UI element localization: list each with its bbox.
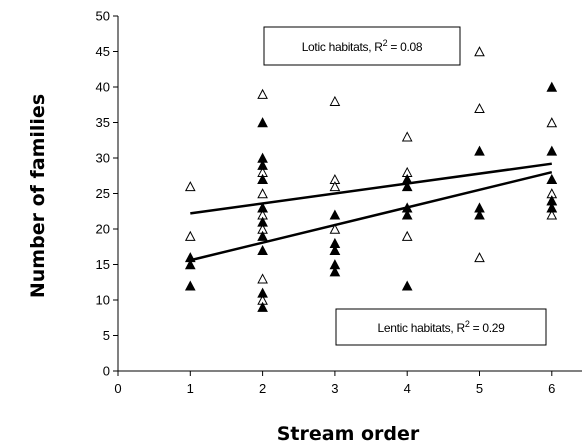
trend-line-lentic [190, 170, 553, 262]
lotic-point [474, 46, 485, 57]
y-tick-label: 30 [96, 151, 110, 166]
lentic-point [401, 209, 413, 220]
x-tick-label: 4 [404, 381, 411, 396]
x-axis-title: Stream order [277, 423, 420, 444]
annotation-lentic-text: Lentic habitats, R2 = 0.29 [378, 319, 506, 335]
lentic-point [257, 173, 268, 185]
lentic-point [474, 209, 485, 220]
y-tick-label: 45 [96, 44, 110, 59]
lentic-point [257, 216, 268, 227]
lentic-point [257, 244, 268, 256]
lentic-point [474, 145, 485, 156]
lentic-point [257, 117, 268, 128]
lotic-point [257, 273, 268, 284]
lentic-point [546, 145, 558, 156]
lentic-point [329, 244, 341, 256]
y-tick-label: 50 [96, 9, 110, 24]
annotation-lentic: Lentic habitats, R2 = 0.29 [335, 308, 547, 346]
lentic-point [257, 159, 268, 170]
lentic-point [546, 173, 558, 185]
annotation-lotic-text: Lotic habitats, R2 = 0.08 [302, 38, 423, 54]
lotic-point [401, 230, 413, 241]
lotic-point [329, 95, 341, 106]
lotic-point [329, 223, 341, 234]
trend-line-lotic [190, 162, 552, 215]
lentic-point [329, 209, 341, 220]
x-tick-label: 0 [114, 381, 121, 396]
annotation-lotic: Lotic habitats, R2 = 0.08 [263, 26, 461, 66]
x-tick-label: 2 [259, 381, 266, 396]
lentic-point [257, 230, 268, 241]
x-tick-label: 3 [331, 381, 338, 396]
y-tick-label: 0 [103, 364, 110, 379]
y-tick-label: 40 [96, 80, 110, 95]
annotation-lotic-box [263, 26, 461, 66]
lotic-point [546, 209, 558, 220]
y-tick-label: 25 [96, 186, 110, 201]
y-tick-label: 35 [96, 115, 110, 130]
lentic-point [184, 280, 196, 291]
lentic-point [257, 301, 268, 312]
lotic-point [257, 88, 268, 99]
y-tick-label: 15 [96, 257, 110, 272]
y-axis-title: Number of families [27, 94, 49, 298]
lotic-point [546, 117, 558, 128]
annotation-lentic-box [335, 308, 547, 346]
x-tick-label: 6 [548, 381, 555, 396]
lentic-point [329, 266, 341, 277]
x-tick-label: 5 [476, 381, 483, 396]
y-tick-label: 20 [96, 222, 110, 237]
lentic-point [257, 202, 268, 213]
lotic-point [474, 252, 485, 263]
x-tick-label: 1 [187, 381, 194, 396]
lotic-point [474, 102, 485, 114]
y-tick-label: 5 [103, 328, 110, 343]
lotic-point [329, 181, 341, 192]
y-tick-label: 10 [96, 293, 110, 308]
lentic-point [401, 280, 413, 291]
lotic-point [257, 188, 268, 199]
lentic-point [184, 259, 196, 270]
lentic-point [401, 181, 413, 192]
lentic-point [546, 202, 558, 213]
lotic-point [184, 181, 196, 192]
lentic-point [546, 81, 558, 92]
lentic-point [257, 287, 268, 298]
lotic-point [184, 230, 196, 241]
lotic-point [401, 131, 413, 142]
